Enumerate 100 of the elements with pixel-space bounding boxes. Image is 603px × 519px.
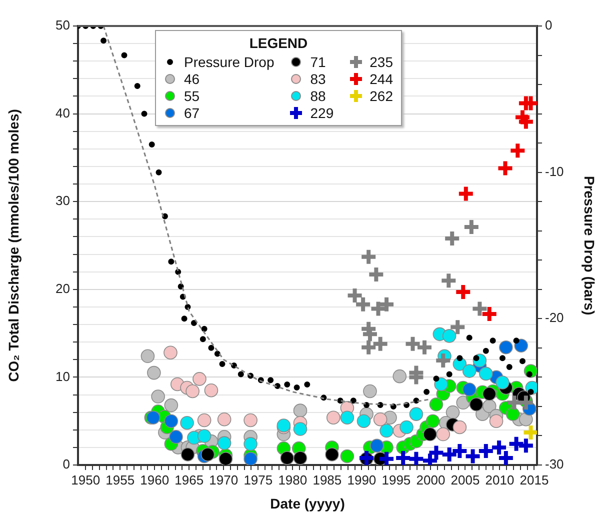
legend-label: 71	[310, 54, 326, 70]
point	[464, 447, 482, 465]
point	[373, 412, 388, 426]
point	[482, 386, 496, 401]
y-tick-label: 40	[56, 105, 70, 120]
point	[440, 272, 458, 290]
y-tick-label: 10	[56, 368, 70, 384]
point	[350, 398, 356, 404]
point	[304, 382, 310, 388]
point	[168, 258, 174, 265]
point	[392, 369, 407, 384]
point	[164, 414, 178, 428]
point	[100, 38, 107, 44]
legend-label: 244	[370, 70, 393, 86]
point	[436, 427, 450, 442]
point	[217, 436, 232, 450]
legend-label: 88	[310, 88, 326, 104]
point	[340, 410, 354, 424]
point	[466, 334, 472, 341]
point	[181, 316, 188, 322]
point	[356, 414, 371, 428]
point	[446, 371, 452, 378]
point	[363, 384, 377, 398]
point	[499, 355, 506, 362]
point	[506, 407, 520, 421]
point	[424, 388, 430, 395]
point	[469, 398, 484, 412]
point	[293, 404, 308, 418]
point	[380, 424, 394, 438]
x-axis-title: Date (yyyy)	[270, 495, 345, 512]
point	[190, 320, 197, 326]
point	[462, 382, 476, 396]
y2-tick-label: -10	[545, 164, 564, 179]
x-tick-label: 2005	[450, 472, 480, 488]
point	[268, 377, 274, 384]
point	[426, 414, 440, 428]
legend-label: 83	[310, 70, 326, 86]
point	[446, 405, 460, 420]
point	[204, 383, 218, 398]
point	[200, 448, 215, 462]
point	[218, 452, 233, 465]
point	[442, 329, 456, 343]
point	[294, 384, 300, 390]
point	[244, 452, 258, 465]
point	[496, 376, 510, 390]
point	[470, 300, 489, 318]
point	[482, 348, 489, 354]
point	[164, 398, 178, 412]
point	[528, 388, 534, 395]
point	[452, 420, 467, 434]
legend-label: 262	[370, 88, 393, 104]
legend-label: Pressure Drop	[184, 54, 274, 70]
point	[201, 326, 208, 332]
point	[506, 364, 512, 370]
point	[121, 52, 128, 58]
point	[192, 372, 206, 386]
point	[293, 451, 308, 465]
x-tick-label: 1990	[347, 472, 376, 488]
point	[325, 448, 339, 462]
point	[141, 110, 148, 117]
y-tick-label: 50	[56, 18, 70, 33]
point	[423, 427, 437, 442]
point	[520, 358, 526, 364]
y-tick-label: 30	[56, 193, 70, 208]
point	[409, 407, 424, 421]
x-tick-label: 2010	[485, 472, 514, 488]
legend-label: 229	[310, 104, 334, 120]
point	[400, 420, 414, 434]
point	[180, 448, 195, 462]
point	[429, 398, 444, 412]
point	[427, 444, 446, 462]
point	[164, 346, 178, 360]
point	[217, 412, 232, 426]
point	[456, 184, 475, 203]
y-tick-label: 0	[62, 456, 70, 472]
x-tick-label: 2015	[520, 472, 549, 488]
x-tick-label: 1960	[140, 472, 170, 488]
point	[180, 416, 194, 430]
point	[219, 361, 226, 368]
point	[508, 142, 527, 160]
point	[456, 355, 463, 362]
legend-label: 235	[370, 54, 393, 70]
x-tick-label: 1965	[174, 472, 204, 488]
point	[360, 248, 378, 266]
x-tick-label: 1985	[312, 472, 342, 488]
point	[134, 82, 140, 89]
point	[514, 338, 528, 352]
x-tick-label: 1955	[106, 472, 135, 488]
point	[186, 384, 200, 398]
point	[169, 430, 183, 444]
point	[479, 366, 493, 381]
y2-tick-label: 0	[545, 18, 552, 33]
point	[370, 438, 384, 453]
point	[489, 414, 504, 428]
point	[448, 318, 467, 336]
point	[244, 413, 258, 428]
point	[326, 410, 340, 424]
x-tick-label: 1980	[278, 472, 308, 488]
point	[197, 429, 212, 443]
y-tick-label: 20	[56, 280, 70, 296]
